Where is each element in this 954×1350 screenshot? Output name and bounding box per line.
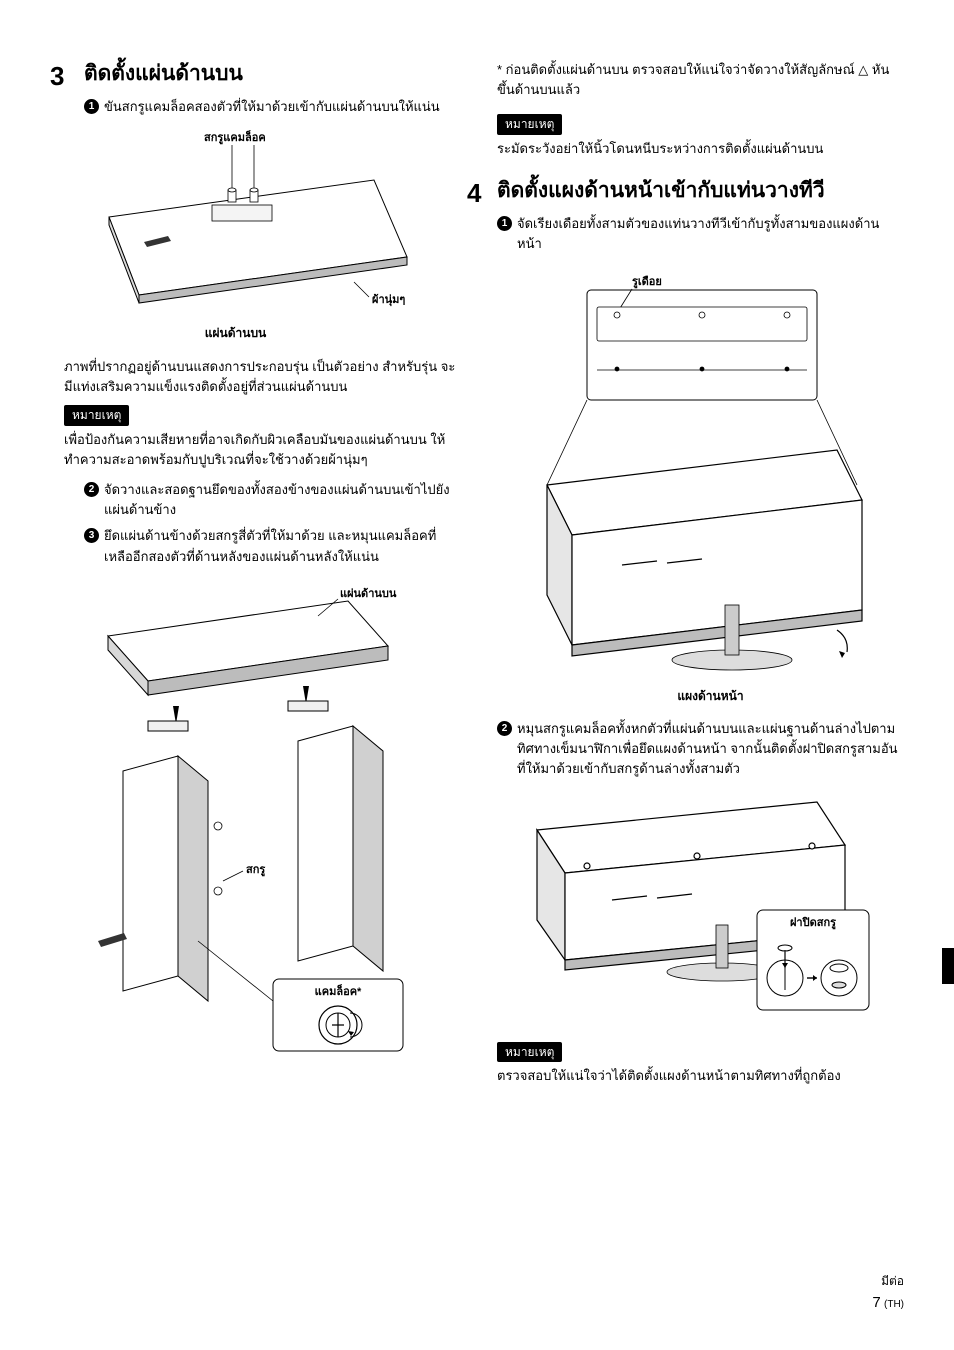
side-tab — [942, 948, 954, 984]
step3-item1-text: ขันสกรูแคมล็อคสองตัวที่ให้มาด้วยเข้ากับแ… — [104, 99, 440, 114]
note-tag-1: หมายเหตุ — [64, 405, 129, 426]
step-number-3: 3 — [50, 56, 64, 96]
fig-3-2: แผ่นด้านบน สกรู — [68, 581, 457, 1061]
step3-item3: 3 ยึดแผ่นด้านข้างด้วยสกรูสี่ตัวที่ให้มาด… — [84, 526, 457, 566]
bullet-1b: 1 — [497, 216, 512, 231]
step3-item3-text: ยึดแผ่นด้านข้างด้วยสกรูสี่ตัวที่ให้มาด้ว… — [104, 528, 436, 563]
left-column: 3 ติดตั้งแผ่นด้านบน 1 ขันสกรูแคมล็อคสองต… — [50, 60, 457, 1100]
page-region: (TH) — [884, 1299, 904, 1310]
step4-item1-text: จัดเรียงเดือยทั้งสามตัวของแท่นวางทีวีเข้… — [517, 216, 879, 251]
step-4-title: ติดตั้งแผงด้านหน้าเข้ากับแท่นวางทีวี — [497, 177, 904, 204]
step4-item2: 2 หมุนสกรูแคมล็อคทั้งหกตัวที่แผ่นด้านบนแ… — [497, 719, 904, 779]
step4-item1: 1 จัดเรียงเดือยทั้งสามตัวของแท่นวางทีวีเ… — [497, 214, 904, 254]
label-cloth: ผ้านุ่มๆ — [372, 293, 405, 307]
page-number: 7 — [872, 1294, 880, 1311]
step3-item2-text: จัดวางและสอดฐานยึดของทั้งสองข้างของแผ่นด… — [104, 482, 450, 517]
step-4: 4 ติดตั้งแผงด้านหน้าเข้ากับแท่นวางทีวี 1… — [497, 177, 904, 1086]
fig3-1-caption: แผ่นด้านบน — [14, 324, 457, 343]
fig-3-1: สกรูแคมล็อค — [84, 127, 457, 343]
step4-item2-text: หมุนสกรูแคมล็อคทั้งหกตัวที่แผ่นด้านบนและ… — [517, 721, 898, 776]
note-tag-2: หมายเหตุ — [497, 114, 562, 135]
label-dowel: รูเดือย — [632, 275, 662, 289]
step-number-4: 4 — [467, 173, 481, 213]
label-top: แผ่นด้านบน — [340, 587, 397, 600]
note-tag-3: หมายเหตุ — [497, 1042, 562, 1063]
fig-4-1: รูเดือย — [537, 265, 904, 706]
bullet-1: 1 — [84, 99, 99, 114]
fig4-1-caption: แผงด้านหน้า — [517, 687, 904, 706]
step3-item2: 2 จัดวางและสอดฐานยึดของทั้งสองข้างของแผ่… — [84, 480, 457, 520]
step3-asterisk: * ก่อนติดตั้งแผ่นด้านบน ตรวจสอบให้แน่ใจว… — [497, 60, 904, 100]
page-footer: มีต่อ 7 (TH) — [872, 1272, 904, 1314]
step3-right-note: ระมัดระวังอย่าให้นิ้วโดนหนีบระหว่างการติ… — [497, 139, 904, 159]
continued-label: มีต่อ — [872, 1272, 904, 1291]
fig-4-2: ฝาปิดสกรู — [527, 790, 904, 1020]
label-camlock: สกรูแคมล็อค — [204, 130, 266, 145]
bullet-2: 2 — [84, 482, 99, 497]
step-3: 3 ติดตั้งแผ่นด้านบน 1 ขันสกรูแคมล็อคสองต… — [84, 60, 457, 567]
step3-note1: เพื่อป้องกันความเสียหายที่อาจเกิดกับผิวเ… — [64, 430, 457, 470]
label-screw: สกรู — [246, 864, 265, 877]
step3-explain: ภาพที่ปรากฏอยู่ด้านบนแสดงการประกอบรุ่น เ… — [64, 357, 457, 397]
label-camlock2: แคมล็อค* — [315, 984, 362, 998]
step4-note: ตรวจสอบให้แน่ใจว่าได้ติดตั้งแผงด้านหน้าต… — [497, 1066, 904, 1086]
step3-item1: 1 ขันสกรูแคมล็อคสองตัวที่ให้มาด้วยเข้ากั… — [84, 97, 457, 117]
step-3-title: ติดตั้งแผ่นด้านบน — [84, 60, 457, 87]
bullet-2b: 2 — [497, 721, 512, 736]
right-column: * ก่อนติดตั้งแผ่นด้านบน ตรวจสอบให้แน่ใจว… — [497, 60, 904, 1100]
bullet-3: 3 — [84, 528, 99, 543]
label-cap: ฝาปิดสกรู — [790, 916, 836, 930]
